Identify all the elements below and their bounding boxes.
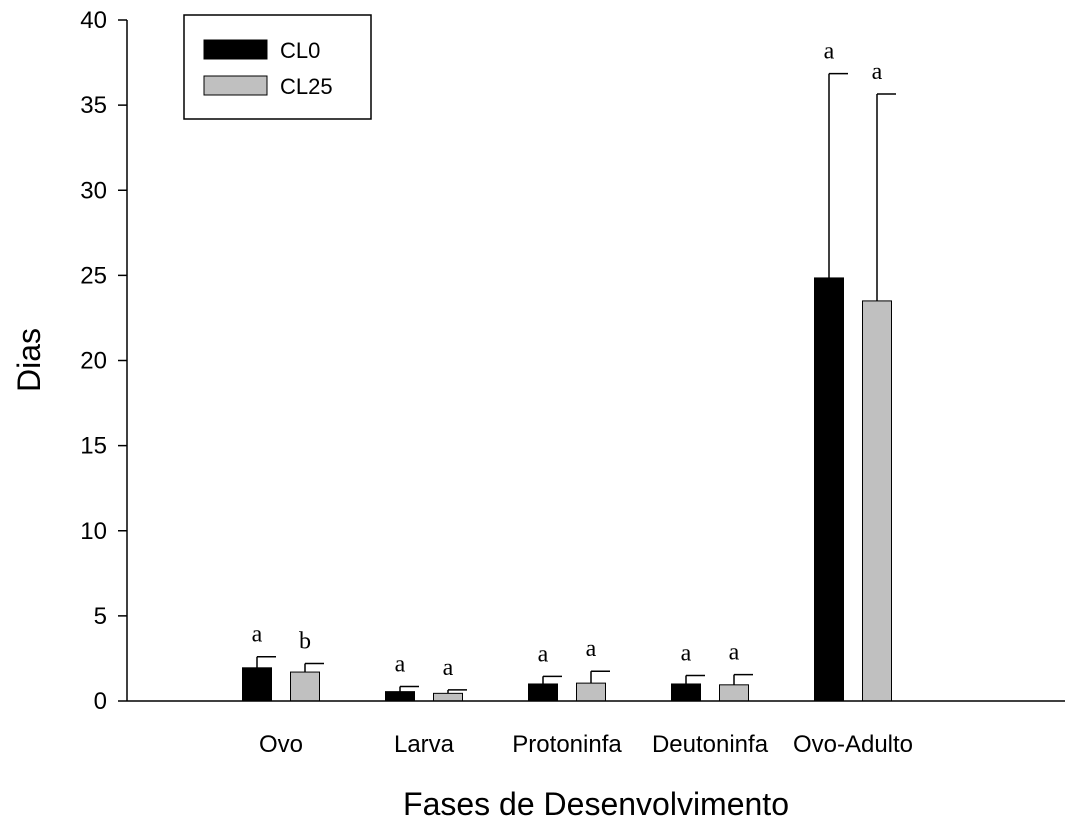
significance-label: a bbox=[586, 636, 597, 662]
x-tick-label: Deutoninfa bbox=[652, 731, 769, 758]
significance-label: a bbox=[824, 39, 835, 65]
significance-label: a bbox=[443, 655, 454, 681]
y-tick-label: 25 bbox=[80, 262, 107, 289]
bar-cl0-deutoninfa bbox=[671, 683, 701, 702]
significance-label: a bbox=[538, 641, 549, 667]
bar-cl0-ovo-adulto bbox=[814, 277, 844, 702]
y-ticks: 0 5 10 15 20 25 30 35 40 bbox=[80, 7, 127, 715]
x-axis-title: Fases de Desenvolvimento bbox=[403, 786, 789, 822]
y-axis-title: Dias bbox=[11, 328, 47, 392]
legend-label-cl25: CL25 bbox=[280, 74, 333, 99]
axes bbox=[126, 20, 1065, 702]
bar-cl0-larva bbox=[385, 691, 415, 702]
y-tick-label: 40 bbox=[80, 7, 107, 34]
significance-label: a bbox=[395, 652, 406, 678]
y-tick-label: 20 bbox=[80, 348, 107, 375]
y-tick-label: 0 bbox=[94, 688, 107, 715]
y-tick-label: 30 bbox=[80, 177, 107, 204]
significance-label: a bbox=[252, 622, 263, 648]
bar-cl25-deutoninfa bbox=[719, 684, 749, 702]
significance-label: a bbox=[729, 640, 740, 666]
bar-cl25-protoninfa bbox=[576, 682, 606, 702]
legend-swatch-cl0 bbox=[203, 39, 268, 60]
legend-box bbox=[183, 14, 372, 120]
x-tick-label: Larva bbox=[394, 731, 455, 758]
y-tick-label: 15 bbox=[80, 433, 107, 460]
x-tick-labels: Ovo Larva Protoninfa Deutoninfa Ovo-Adulto bbox=[259, 731, 913, 758]
legend: CL0 CL25 bbox=[183, 14, 372, 120]
significance-label: a bbox=[681, 640, 692, 666]
x-tick-label: Protoninfa bbox=[512, 731, 622, 758]
legend-swatch-cl25 bbox=[203, 75, 268, 96]
y-tick-label: 35 bbox=[80, 92, 107, 119]
legend-label-cl0: CL0 bbox=[280, 38, 320, 63]
y-tick-label: 10 bbox=[80, 518, 107, 545]
significance-label: a bbox=[872, 59, 883, 85]
plot-area: a b a a a a a a a a bbox=[242, 39, 896, 702]
bar-cl25-larva bbox=[433, 692, 463, 702]
x-tick-label: Ovo-Adulto bbox=[793, 731, 913, 758]
bar-cl0-protoninfa bbox=[528, 683, 558, 702]
y-tick-label: 5 bbox=[94, 603, 107, 630]
significance-label: b bbox=[299, 629, 311, 655]
bar-cl25-ovo bbox=[290, 671, 320, 702]
bar-cl25-ovo-adulto bbox=[862, 300, 892, 702]
bar-cl0-ovo bbox=[242, 667, 272, 702]
x-tick-label: Ovo bbox=[259, 731, 303, 758]
